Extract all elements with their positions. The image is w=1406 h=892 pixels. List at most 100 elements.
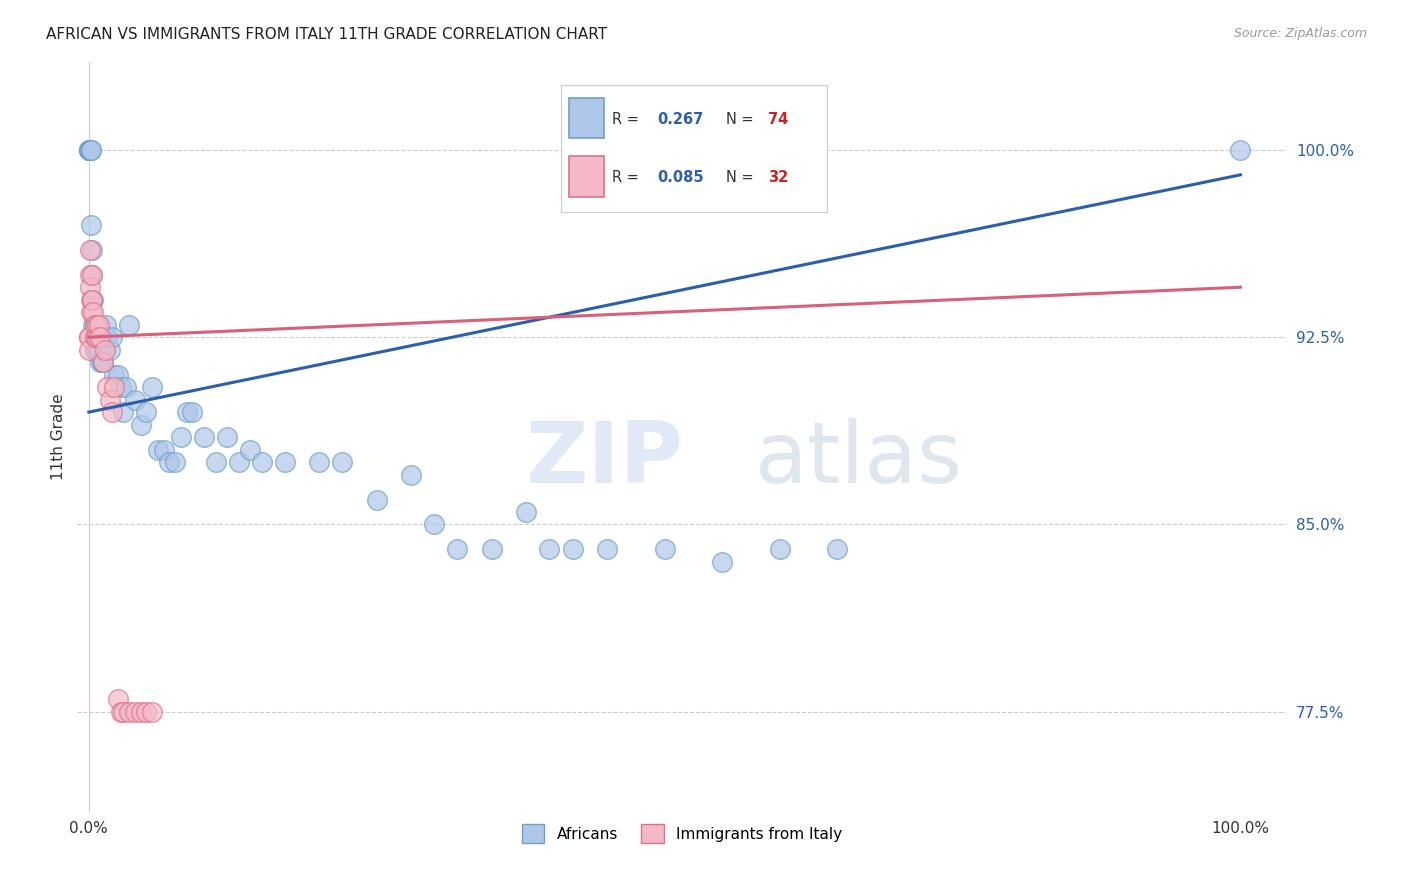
Point [423, 517, 446, 532]
Point [481, 542, 503, 557]
Point [103, 368, 125, 382]
Point [215, 430, 238, 444]
Point [91, 355, 114, 369]
Point [146, 442, 169, 457]
Point [401, 467, 423, 482]
Point [181, 405, 204, 419]
Point [82, 268, 104, 282]
Point [170, 430, 193, 444]
Point [84, 330, 107, 344]
Point [96, 380, 118, 394]
Point [711, 555, 734, 569]
Point [110, 380, 132, 394]
Point [79, 143, 101, 157]
Point [107, 368, 129, 382]
Point [77, 330, 100, 344]
Point [193, 430, 215, 444]
Point [89, 330, 111, 344]
Point [118, 318, 141, 332]
Point [165, 455, 187, 469]
Point [79, 143, 101, 157]
Point [79, 280, 101, 294]
Point [110, 705, 132, 719]
Point [98, 392, 121, 407]
Point [82, 243, 104, 257]
Point [83, 318, 105, 332]
Point [77, 330, 100, 344]
Point [515, 505, 537, 519]
Point [83, 330, 105, 344]
Point [112, 405, 135, 419]
Point [89, 343, 111, 357]
Point [204, 455, 226, 469]
Point [77, 143, 100, 157]
Point [91, 355, 114, 369]
Point [77, 143, 100, 157]
Point [654, 542, 676, 557]
Point [82, 293, 104, 307]
Point [827, 542, 849, 557]
Point [135, 405, 157, 419]
Point [94, 343, 117, 357]
Point [112, 705, 135, 719]
Point [82, 318, 104, 332]
Point [89, 318, 111, 332]
Point [93, 343, 115, 357]
Point [239, 442, 262, 457]
Point [82, 293, 104, 307]
Point [79, 143, 101, 157]
Point [101, 405, 124, 419]
Point [769, 542, 792, 557]
Point [118, 705, 141, 719]
Point [79, 143, 101, 157]
Point [86, 318, 108, 332]
Point [83, 343, 105, 357]
Point [228, 455, 250, 469]
Point [250, 455, 273, 469]
Point [82, 293, 104, 307]
Point [80, 143, 103, 157]
Legend: Africans, Immigrants from Italy: Africans, Immigrants from Italy [516, 818, 848, 849]
Point [107, 692, 129, 706]
Point [87, 343, 110, 357]
Point [80, 305, 103, 319]
Point [82, 268, 104, 282]
Point [124, 392, 146, 407]
Text: Source: ZipAtlas.com: Source: ZipAtlas.com [1233, 27, 1367, 40]
Point [129, 705, 152, 719]
Y-axis label: 11th Grade: 11th Grade [51, 393, 66, 481]
Point [159, 455, 181, 469]
Point [94, 318, 117, 332]
Point [141, 380, 163, 394]
Point [135, 705, 157, 719]
Point [129, 417, 152, 432]
Point [98, 343, 121, 357]
Point [77, 343, 100, 357]
Point [446, 542, 468, 557]
Text: AFRICAN VS IMMIGRANTS FROM ITALY 11TH GRADE CORRELATION CHART: AFRICAN VS IMMIGRANTS FROM ITALY 11TH GR… [46, 27, 607, 42]
Point [538, 542, 561, 557]
Text: atlas: atlas [755, 418, 963, 501]
Point [90, 355, 112, 369]
Point [273, 455, 295, 469]
Point [101, 330, 124, 344]
Point [83, 318, 105, 332]
Point [596, 542, 619, 557]
Point [86, 330, 108, 344]
Point [79, 268, 101, 282]
Point [80, 218, 103, 232]
Point [82, 305, 104, 319]
Point [141, 705, 163, 719]
Point [561, 542, 583, 557]
Point [80, 293, 103, 307]
Point [124, 705, 146, 719]
Point [330, 455, 353, 469]
Point [84, 318, 107, 332]
Point [103, 380, 125, 394]
Point [152, 442, 174, 457]
Text: ZIP: ZIP [524, 418, 682, 501]
Point [176, 405, 198, 419]
Point [89, 330, 111, 344]
Point [87, 330, 110, 344]
Point [77, 143, 100, 157]
